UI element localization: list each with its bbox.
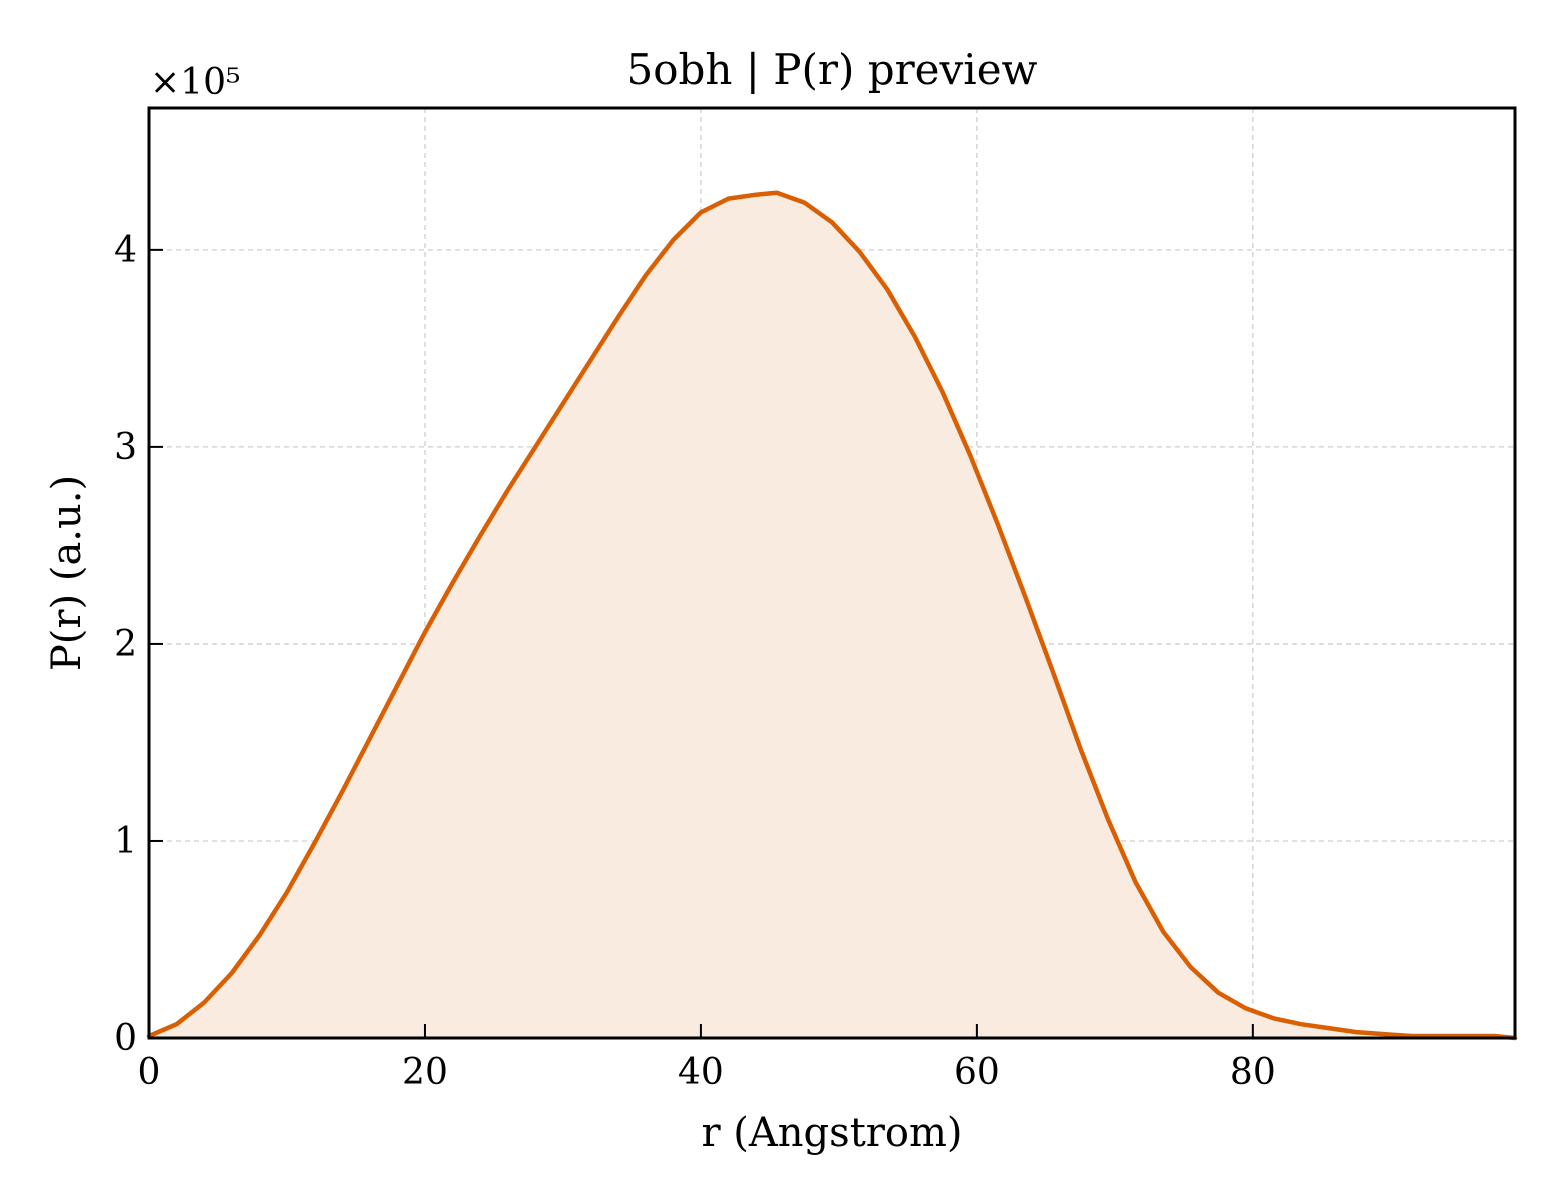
ticks <box>148 248 1254 1039</box>
series-line <box>146 190 1518 1041</box>
tick-labels: 0 20 40 60 80 0 1 2 3 4 <box>114 230 1276 1093</box>
y-multiplier-label: ×10⁵ <box>150 62 240 103</box>
x-tick-label: 40 <box>678 1052 724 1093</box>
x-tick-label: 0 <box>138 1052 161 1093</box>
y-axis-label: P(r) (a.u.) <box>44 475 90 671</box>
y-tick-label: 0 <box>114 1018 137 1059</box>
x-tick-label: 20 <box>402 1052 448 1093</box>
x-tick-label: 80 <box>1230 1052 1276 1093</box>
x-axis-label: r (Angstrom) <box>701 1110 962 1156</box>
x-tick-label: 60 <box>954 1052 1000 1093</box>
plot-frame <box>147 106 1517 1040</box>
chart-title: 5obh | P(r) preview <box>626 45 1037 94</box>
y-tick-label: 2 <box>114 624 137 665</box>
area-fill <box>149 192 1515 1038</box>
y-tick-label: 1 <box>114 821 137 862</box>
y-tick-label: 3 <box>114 427 137 468</box>
y-tick-label: 4 <box>114 230 137 271</box>
